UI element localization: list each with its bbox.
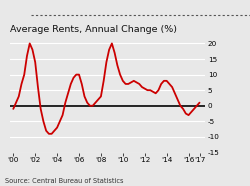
Text: Average Rents, Annual Change (%): Average Rents, Annual Change (%)	[10, 25, 177, 34]
Text: Source: Central Bureau of Statistics: Source: Central Bureau of Statistics	[5, 178, 124, 184]
